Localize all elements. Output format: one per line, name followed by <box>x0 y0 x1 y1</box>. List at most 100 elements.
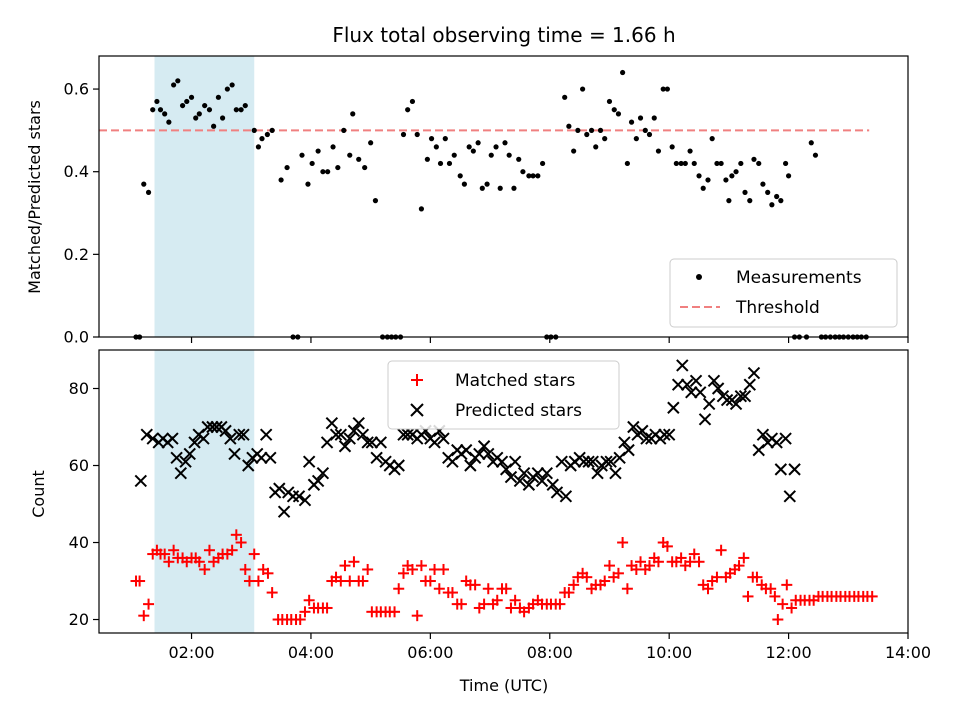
predicted-star-point <box>517 467 531 480</box>
predicted-star-point <box>370 451 383 465</box>
bottom-frame <box>98 349 909 634</box>
predicted-star-point <box>255 451 268 465</box>
matched-star-point <box>772 614 784 626</box>
measurement-point <box>470 148 476 154</box>
measurement-point <box>493 144 499 150</box>
measurement-point <box>747 198 753 204</box>
measurement-point <box>356 156 362 162</box>
predicted-star-point <box>788 463 801 476</box>
predicted-star-point <box>174 467 188 480</box>
matched-star-point <box>769 590 781 602</box>
measurement-point <box>269 127 275 133</box>
measurement-point <box>660 86 666 92</box>
measurement-point <box>682 160 688 167</box>
matched-star-point <box>581 571 593 583</box>
predicted-star-point <box>707 374 721 388</box>
matched-star-point <box>715 544 727 556</box>
top-frame <box>98 55 909 338</box>
bottom-highlight-span <box>154 350 255 633</box>
predicted-star-point <box>140 428 153 441</box>
measurement-point <box>520 169 526 175</box>
x-tick-label: 12:00 <box>766 643 812 662</box>
predicted-star-point <box>711 382 725 395</box>
predicted-star-point <box>540 467 553 480</box>
measurement-point <box>597 127 604 133</box>
predicted-star-point <box>618 436 631 449</box>
measurement-point <box>606 98 613 105</box>
measurement-point <box>418 206 425 212</box>
measurement-point <box>219 115 226 121</box>
measurement-point <box>696 173 702 179</box>
predicted-star-point <box>550 486 564 499</box>
measurement-point <box>428 136 435 142</box>
predicted-star-point <box>361 436 374 449</box>
measurement-point <box>179 102 186 109</box>
measurement-point <box>202 102 208 109</box>
predicted-star-point <box>694 386 707 399</box>
predicted-star-point <box>582 455 595 468</box>
matched-star-point <box>389 606 401 618</box>
measurement-point <box>299 152 305 158</box>
measurement-point <box>211 123 217 129</box>
measurement-point <box>433 144 439 150</box>
measurement-point <box>624 160 630 167</box>
measurement-point <box>687 148 693 154</box>
matched-star-point <box>612 567 624 579</box>
predicted-star-point <box>401 428 414 441</box>
matched-star-point <box>603 560 615 572</box>
measurement-point <box>651 115 657 121</box>
predicted-star-point <box>622 443 635 457</box>
predicted-star-point <box>277 505 291 518</box>
predicted-star-point <box>685 386 698 399</box>
predicted-star-point <box>233 428 246 441</box>
predicted-star-point <box>689 374 703 388</box>
matched-star-point <box>455 598 467 610</box>
measurement-point <box>479 185 485 191</box>
y-tick-label: 0.0 <box>64 328 89 347</box>
y-tick-label: 80 <box>69 379 89 398</box>
measurement-point <box>812 152 819 158</box>
legend-matched-marker <box>411 374 423 386</box>
measurement-point <box>751 156 757 162</box>
predicted-star-point <box>513 474 527 488</box>
predicted-star-point <box>667 401 680 414</box>
predicted-star-point <box>535 474 549 488</box>
x-tick-label: 10:00 <box>646 643 692 662</box>
predicted-star-point <box>774 463 788 476</box>
predicted-star-point <box>477 440 491 453</box>
measurement-point <box>233 107 239 113</box>
measurement-point <box>437 160 444 167</box>
matched-star-point <box>733 560 745 572</box>
predicted-star-point <box>392 459 405 472</box>
predicted-star-point <box>546 478 559 491</box>
matched-star-point <box>303 594 315 606</box>
predicted-star-point <box>210 420 223 434</box>
matched-star-point <box>248 548 260 560</box>
predicted-star-point <box>627 420 640 434</box>
predicted-star-point <box>482 447 495 461</box>
measurement-point <box>615 111 622 117</box>
measurement-point <box>484 181 490 187</box>
measurement-point <box>584 131 590 138</box>
matched-star-point <box>397 567 409 579</box>
measurement-point <box>141 181 147 187</box>
measurement-point <box>530 173 536 179</box>
matched-star-point <box>563 587 575 599</box>
matched-star-point <box>469 579 481 591</box>
predicted-star-point <box>702 397 716 411</box>
predicted-star-point <box>206 420 219 434</box>
predicted-star-point <box>286 490 300 503</box>
measurement-point <box>765 189 771 195</box>
legend-predicted-marker <box>410 403 424 417</box>
matched-star-point <box>159 548 171 560</box>
measurement-point <box>442 136 448 142</box>
measurement-point <box>347 152 353 158</box>
predicted-star-point <box>170 451 183 465</box>
measurement-point <box>709 136 715 142</box>
measurement-point <box>738 160 744 167</box>
y-tick-label: 40 <box>69 533 89 552</box>
predicted-star-point <box>201 420 214 434</box>
matched-star-point <box>357 575 369 587</box>
measurement-point <box>756 160 762 167</box>
measurement-point <box>673 160 679 167</box>
